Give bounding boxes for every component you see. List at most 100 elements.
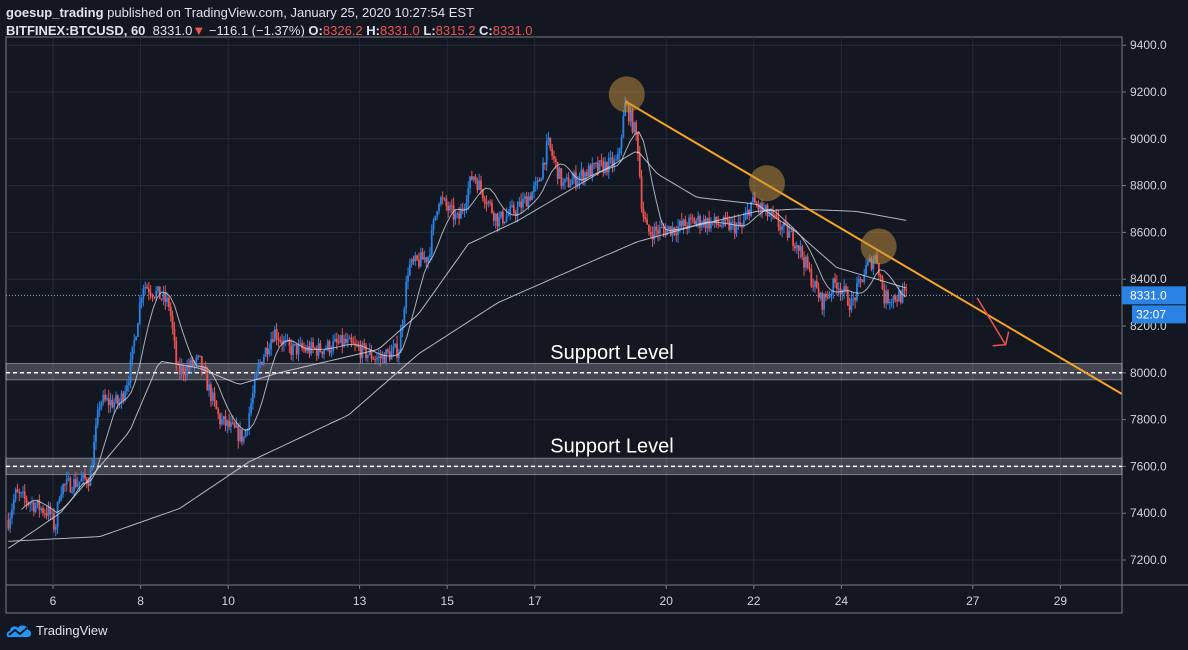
candle-body bbox=[668, 226, 670, 229]
candle-body bbox=[779, 226, 782, 231]
candle-body bbox=[363, 343, 366, 345]
candle-body bbox=[790, 230, 793, 232]
close-value: 8331.0 bbox=[492, 23, 533, 38]
candle-body bbox=[184, 374, 187, 376]
candle-body bbox=[105, 398, 108, 400]
candle-body bbox=[899, 291, 902, 303]
candle-body bbox=[500, 211, 502, 217]
candle-body bbox=[445, 198, 448, 206]
candle-body bbox=[23, 491, 26, 499]
x-tick-label: 6 bbox=[50, 594, 57, 608]
candle-body bbox=[649, 231, 652, 235]
candle-body bbox=[753, 196, 756, 203]
support-level-label: Support Level bbox=[550, 342, 673, 364]
candle-body bbox=[697, 216, 700, 221]
tradingview-cloud-icon bbox=[6, 625, 32, 637]
candle-body bbox=[397, 353, 400, 358]
candle-body bbox=[598, 160, 601, 171]
y-tick-label: 9200.0 bbox=[1130, 85, 1167, 99]
candle-body bbox=[722, 216, 725, 226]
candle-body bbox=[689, 217, 692, 219]
candle-body bbox=[343, 338, 346, 346]
candle-body bbox=[115, 395, 117, 403]
candle-body bbox=[638, 153, 641, 177]
candle-body bbox=[582, 169, 585, 182]
candle-body bbox=[467, 188, 470, 203]
candle-body bbox=[439, 197, 442, 205]
candle-body bbox=[684, 219, 687, 227]
candle-body bbox=[609, 157, 612, 159]
candle-body bbox=[635, 122, 638, 133]
candle-body bbox=[454, 213, 457, 220]
x-tick-label: 29 bbox=[1054, 594, 1068, 608]
candle-body bbox=[352, 342, 355, 344]
candle-body bbox=[288, 339, 291, 346]
candle-body bbox=[339, 335, 342, 343]
tradingview-logo[interactable]: TradingView bbox=[6, 622, 108, 638]
candle-body bbox=[140, 298, 143, 303]
candle-body bbox=[151, 295, 154, 297]
candle-body bbox=[191, 359, 194, 366]
candle-body bbox=[200, 356, 203, 370]
candle-body bbox=[866, 261, 869, 265]
candle-body bbox=[423, 257, 426, 260]
candle-body bbox=[728, 219, 731, 230]
candle-body bbox=[135, 336, 137, 341]
symbol[interactable]: BITFINEX:BTCUSD, 60 bbox=[6, 23, 146, 38]
candle-body bbox=[615, 159, 617, 161]
candle-body bbox=[447, 205, 450, 211]
candle-body bbox=[326, 341, 329, 350]
candle-body bbox=[410, 259, 413, 265]
candle-body bbox=[828, 293, 831, 298]
candle-body bbox=[525, 196, 528, 207]
candle-body bbox=[534, 182, 537, 186]
candle-body bbox=[38, 499, 41, 511]
candle-body bbox=[63, 484, 66, 486]
candle-body bbox=[242, 437, 245, 442]
candle-body bbox=[138, 302, 141, 324]
y-tick-label: 7800.0 bbox=[1130, 413, 1167, 427]
candle-body bbox=[428, 254, 431, 258]
candle-body bbox=[553, 155, 555, 160]
candle-body bbox=[73, 479, 75, 492]
candle-body bbox=[775, 214, 778, 217]
candle-body bbox=[204, 367, 207, 372]
candle-body bbox=[7, 520, 10, 529]
candle-body bbox=[872, 261, 875, 270]
author[interactable]: goesup_trading bbox=[6, 5, 104, 20]
candle-body bbox=[812, 286, 815, 288]
candle-body bbox=[662, 226, 665, 230]
candle-body bbox=[863, 274, 866, 282]
candle-body bbox=[197, 355, 200, 358]
candle-body bbox=[403, 308, 406, 325]
candle-body bbox=[377, 356, 380, 359]
candle-body bbox=[315, 348, 318, 356]
candle-body bbox=[870, 258, 873, 270]
candle-body bbox=[235, 425, 238, 428]
candle-body bbox=[224, 416, 227, 426]
candle-body bbox=[627, 104, 630, 122]
candle-body bbox=[680, 220, 683, 226]
candle-body bbox=[735, 225, 738, 234]
candle-body bbox=[646, 219, 648, 225]
candle-body bbox=[372, 358, 375, 360]
y-tick-label: 8600.0 bbox=[1130, 225, 1167, 239]
candle-body bbox=[491, 202, 493, 213]
candle-body bbox=[837, 288, 840, 290]
candle-body bbox=[591, 163, 594, 176]
candle-body bbox=[113, 402, 116, 408]
candle-body bbox=[731, 221, 734, 223]
candle-body bbox=[507, 214, 510, 216]
candle-body bbox=[655, 226, 658, 231]
current-price-badge bbox=[1122, 286, 1186, 305]
candle-body bbox=[717, 223, 720, 225]
candle-body bbox=[273, 329, 276, 342]
candle-body bbox=[20, 492, 22, 494]
y-tick-label: 9000.0 bbox=[1130, 132, 1167, 146]
high-value: 8331.0 bbox=[379, 23, 420, 38]
candle-body bbox=[434, 215, 437, 221]
candle-body bbox=[421, 252, 424, 260]
candle-body bbox=[383, 354, 386, 364]
support-level-label: Support Level bbox=[550, 435, 673, 457]
